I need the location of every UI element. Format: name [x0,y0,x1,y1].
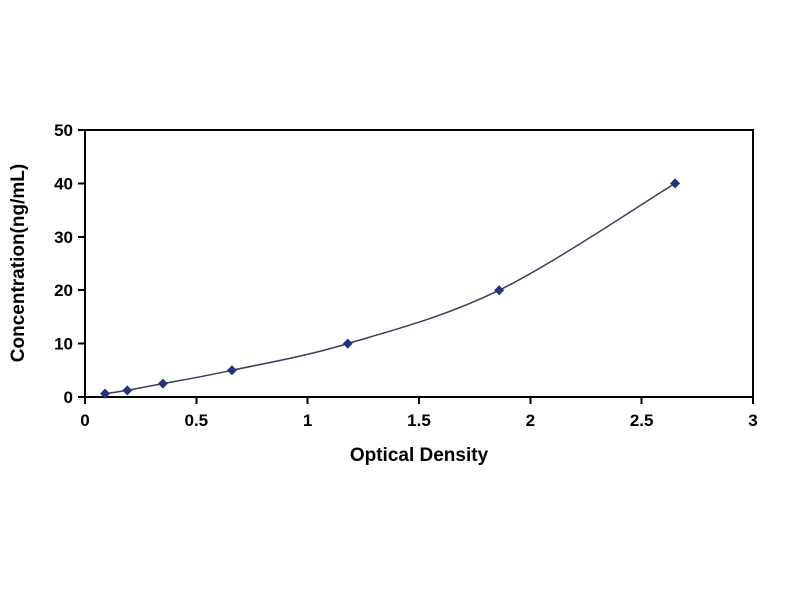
x-tick-label: 1.5 [407,411,431,430]
y-tick-label: 40 [54,174,73,193]
x-tick-label: 0.5 [185,411,209,430]
x-tick-label: 2.5 [630,411,654,430]
x-tick-label: 2 [526,411,535,430]
x-tick-label: 0 [80,411,89,430]
standard-curve-line [104,182,676,395]
y-tick-label: 10 [54,335,73,354]
data-point-marker [122,385,133,396]
y-axis-title: Concentration(ng/mL) [8,164,29,362]
data-point-marker [342,338,353,349]
plot-area-border [84,129,754,398]
data-point-marker [670,178,681,189]
y-axis-ticks: 0 10 20 30 40 50 [54,121,85,407]
x-tick-label: 1 [303,411,312,430]
data-point-marker [100,388,111,399]
x-tick-label: 3 [748,411,757,430]
x-axis-ticks: 0 0.5 1 1.5 2 2.5 3 [80,397,758,430]
y-tick-label: 30 [54,228,73,247]
data-point-marker [226,365,237,376]
x-axis-title: Optical Density [350,445,489,466]
y-tick-label: 0 [64,388,73,407]
y-tick-label: 50 [54,121,73,140]
data-series [100,178,681,399]
data-point-marker [494,285,505,296]
data-point-marker [157,378,168,389]
y-tick-label: 20 [54,281,73,300]
